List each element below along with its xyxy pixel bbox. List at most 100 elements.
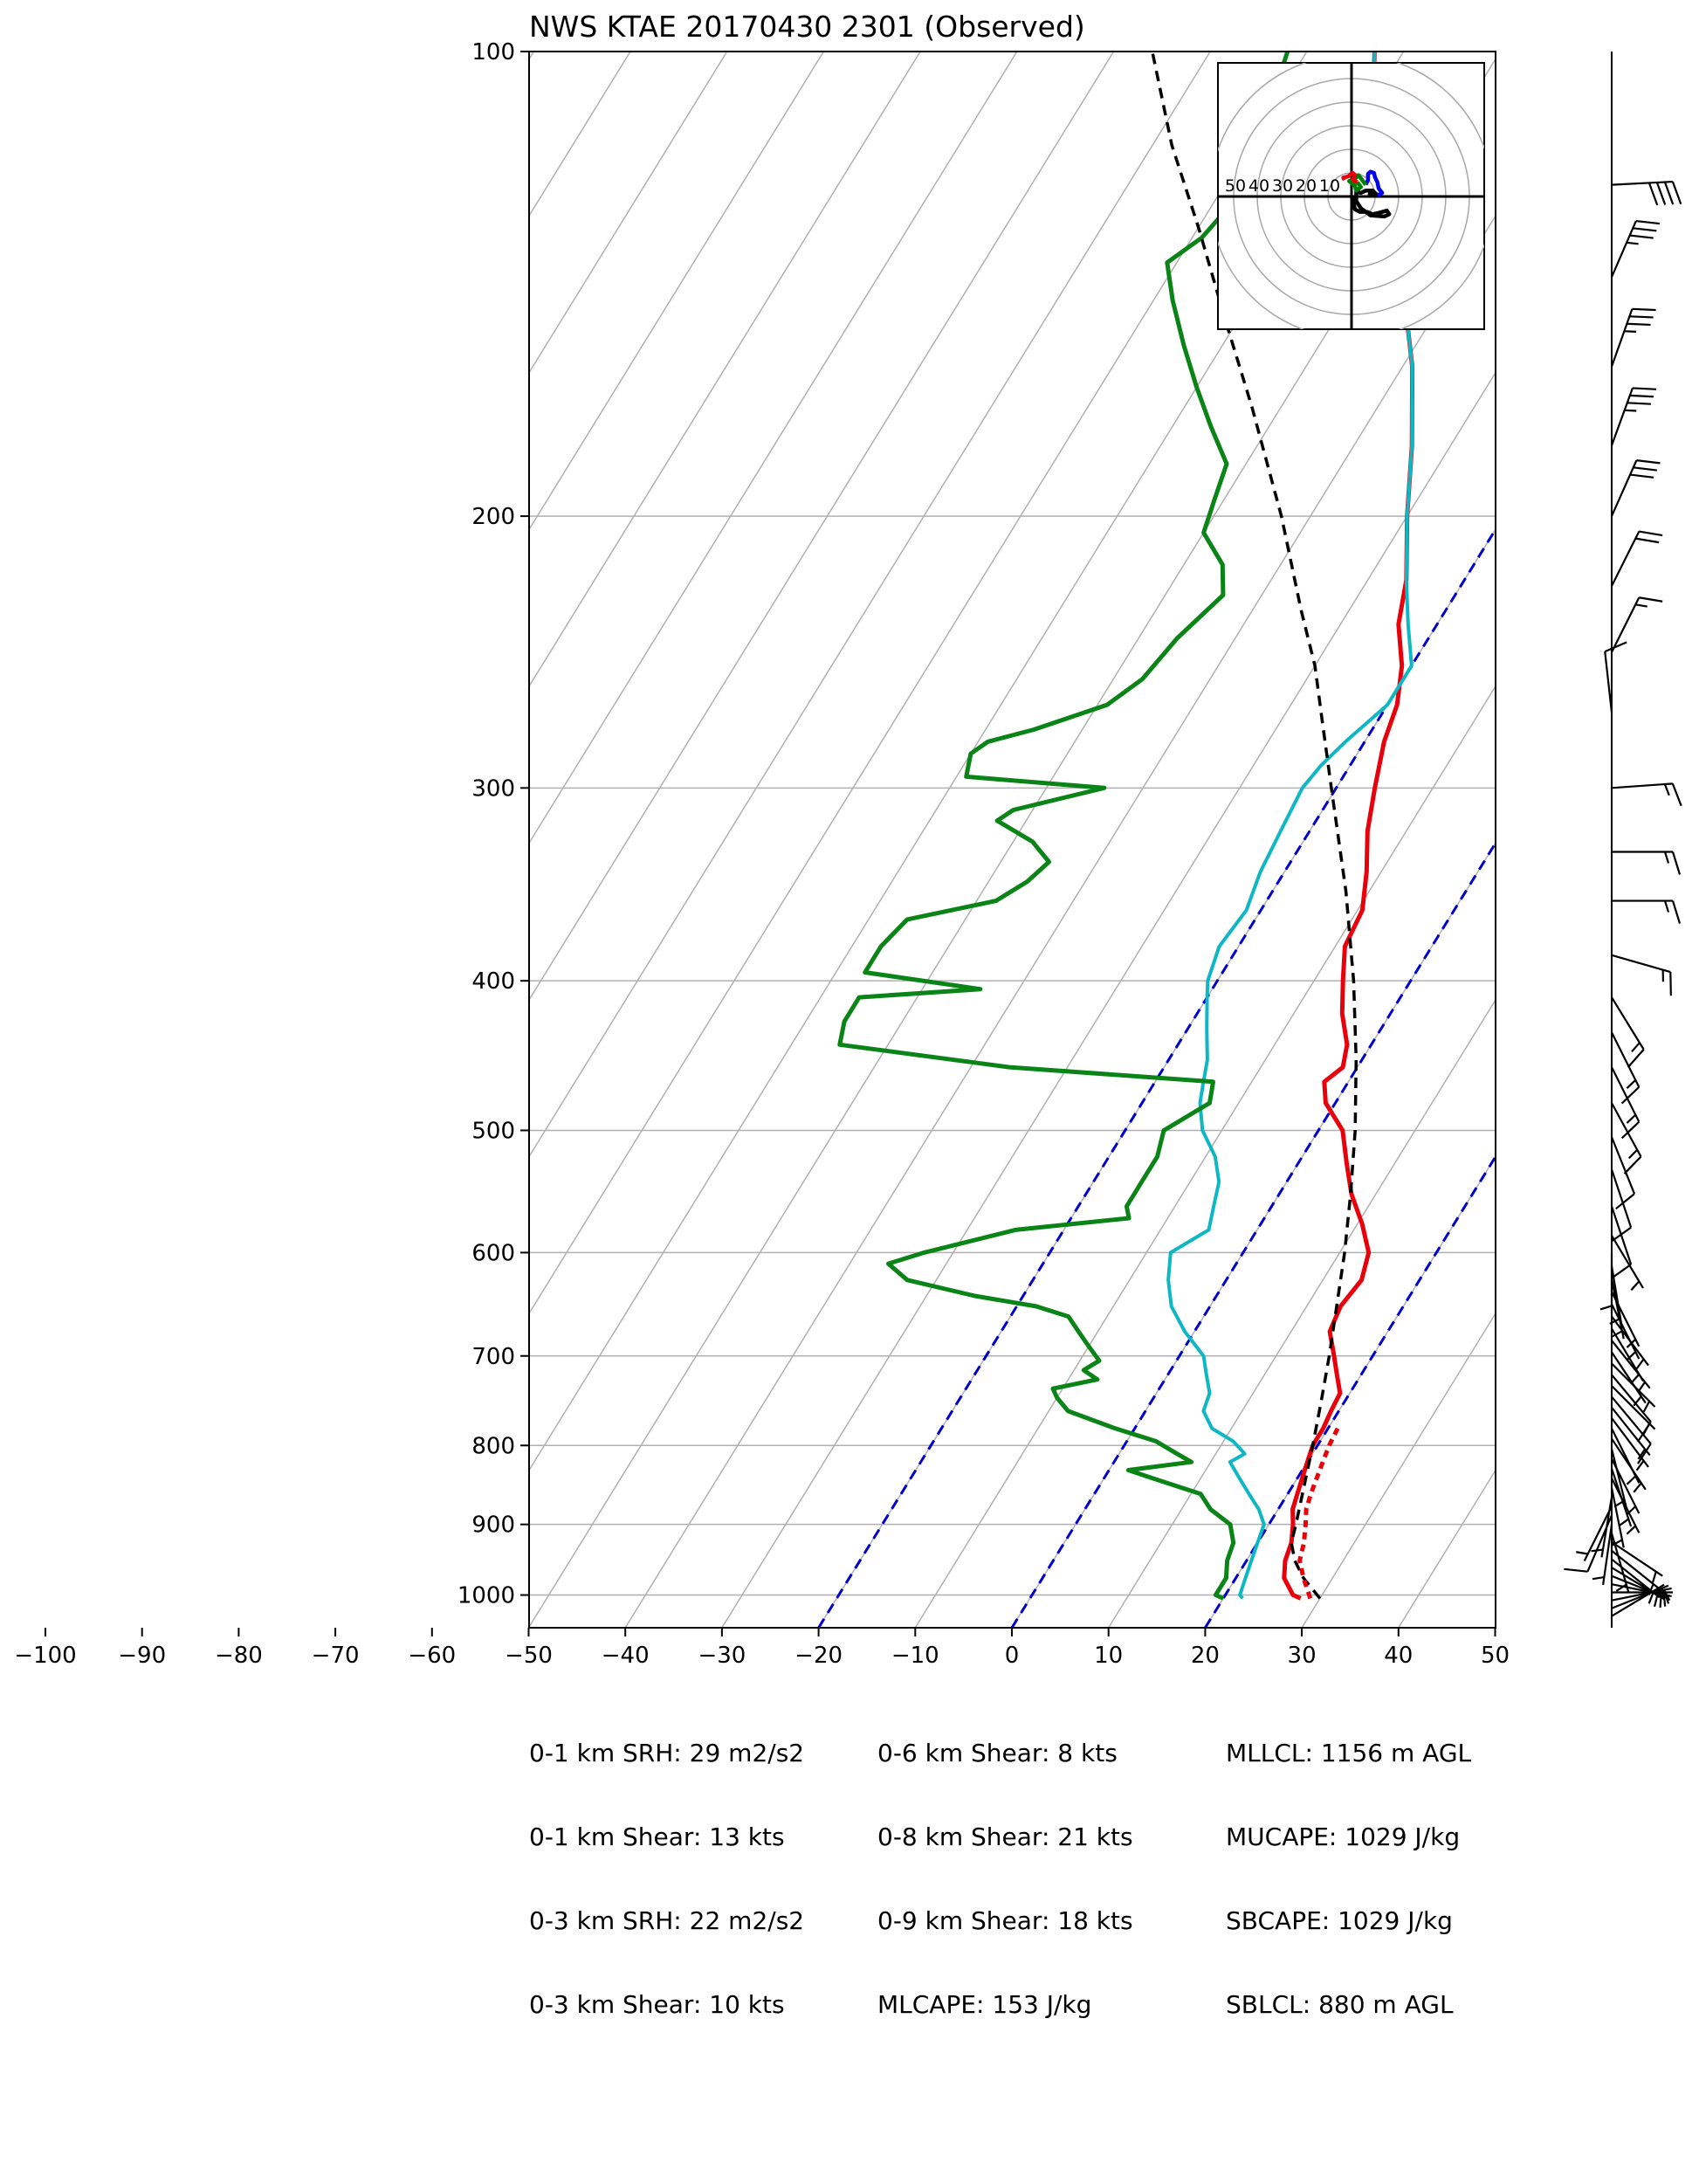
y-tick-label: 800 — [471, 1433, 515, 1459]
x-tick-label: 30 — [1288, 1643, 1317, 1669]
isotherm-gridline — [1011, 841, 1496, 1628]
isotherm-gridline — [1494, 1625, 1496, 1628]
x-tick-label: −90 — [118, 1643, 166, 1669]
dewpoint-ice-profile — [837, 52, 1290, 1601]
x-tick-label: −80 — [215, 1643, 263, 1669]
isotherm-gridline — [529, 52, 921, 688]
x-tick-label: 40 — [1384, 1643, 1413, 1669]
highlighted-isotherm — [817, 527, 1496, 1628]
wind-barb — [1611, 954, 1672, 996]
stat-line: 0-3 km SRH: 22 m2/s2 — [529, 1906, 805, 1935]
wind-barb — [1612, 899, 1682, 924]
x-tick-label: 50 — [1481, 1643, 1510, 1669]
isotherm-gridline — [1301, 1312, 1496, 1628]
stat-line: 0-1 km Shear: 13 kts — [529, 1822, 785, 1851]
stat-line: 0-9 km Shear: 18 kts — [877, 1906, 1133, 1935]
y-tick-label: 300 — [471, 775, 515, 802]
isotherm-gridline — [0, 52, 437, 1628]
wind-barb — [1611, 1374, 1652, 1443]
stat-line: 0-6 km Shear: 8 kts — [877, 1739, 1118, 1767]
wind-barb — [1610, 1487, 1625, 1548]
x-tick-label: −70 — [312, 1643, 360, 1669]
wind-barb — [1611, 596, 1663, 653]
wind-barb — [1611, 782, 1682, 807]
wind-barb — [1611, 1340, 1651, 1393]
isotherm-gridline — [529, 52, 1018, 844]
isotherm-gridline — [1592, 52, 1699, 1628]
wind-barb — [1611, 1327, 1644, 1384]
y-tick-label: 500 — [471, 1118, 515, 1144]
wind-barb — [1611, 1428, 1641, 1485]
wind-barb — [1610, 387, 1657, 446]
hodograph-ring-label: 20 — [1296, 176, 1317, 196]
hodograph-trace — [1341, 170, 1359, 184]
wind-barb — [1591, 1497, 1613, 1558]
wind-barb — [1611, 1407, 1651, 1460]
isotherm-gridline — [529, 52, 534, 60]
x-tick-label: −60 — [408, 1643, 456, 1669]
wind-barb — [1576, 1505, 1613, 1562]
wind-barb — [1611, 1066, 1641, 1140]
isotherm-gridline — [529, 52, 825, 531]
x-tick-label: 0 — [1005, 1643, 1020, 1669]
temperature-virtual-profile — [1297, 1427, 1340, 1600]
y-tick-label: 700 — [471, 1344, 515, 1370]
y-tick-label: 100 — [471, 39, 515, 65]
hodograph-trace — [1349, 189, 1392, 219]
x-tick-label: 20 — [1191, 1643, 1220, 1669]
wind-barb — [1610, 1168, 1633, 1243]
wind-barb — [1610, 1278, 1625, 1340]
hodograph-ring-label: 10 — [1319, 176, 1340, 196]
stats-col-1: 0-1 km SRH: 29 m2/s2 0-1 km Shear: 13 kt… — [529, 1684, 804, 2047]
stats-col-3: MLLCL: 1156 m AGL MUCAPE: 1029 J/kg SBCA… — [1226, 1684, 1471, 2047]
wind-barb — [1611, 530, 1663, 587]
stat-line: MLCAPE: 153 J/kg — [877, 1990, 1092, 2019]
wind-barb — [1611, 1031, 1641, 1105]
x-tick-label: −40 — [602, 1643, 650, 1669]
wind-barb — [1611, 1540, 1663, 1584]
isotherm-gridline — [529, 52, 631, 217]
isotherm-gridline — [1108, 998, 1496, 1628]
x-tick-label: −20 — [794, 1643, 843, 1669]
wind-barb — [1610, 1448, 1628, 1509]
wind-barb — [1610, 1136, 1636, 1210]
hodograph-trace — [1347, 173, 1368, 193]
y-tick-label: 900 — [471, 1512, 515, 1539]
stat-line: 0-3 km Shear: 10 kts — [529, 1990, 785, 2019]
wind-barb — [1610, 307, 1656, 368]
wind-barb — [1610, 219, 1660, 278]
wind-barb — [1611, 1235, 1644, 1292]
hodograph-trace — [1364, 169, 1385, 197]
stat-line: SBLCL: 880 m AGL — [1226, 1990, 1454, 2019]
isotherm-gridline — [914, 685, 1496, 1628]
isotherm-gridline — [721, 371, 1496, 1628]
stats-col-2: 0-6 km Shear: 8 kts 0-8 km Shear: 21 kts… — [877, 1684, 1133, 2047]
isotherm-gridline — [529, 52, 728, 375]
wind-barb — [1611, 1395, 1652, 1464]
wind-barb — [1610, 459, 1661, 517]
isotherm-gridline — [529, 52, 1211, 1158]
y-tick-label: 200 — [471, 504, 515, 530]
isotherm-gridline — [1204, 1155, 1496, 1628]
isotherm-gridline — [529, 52, 1115, 1002]
y-tick-label: 600 — [471, 1240, 515, 1266]
x-tick-label: −100 — [14, 1643, 76, 1669]
hodograph-ring-label: 50 — [1225, 176, 1246, 196]
x-tick-label: 10 — [1094, 1643, 1123, 1669]
y-tick-label: 400 — [471, 968, 515, 995]
wind-barb — [1611, 1549, 1661, 1595]
stat-line: 0-1 km SRH: 29 m2/s2 — [529, 1739, 805, 1767]
stat-line: MLLCL: 1156 m AGL — [1226, 1739, 1472, 1767]
wind-barb — [1611, 1102, 1642, 1175]
hodograph-ring-label: 40 — [1248, 176, 1269, 196]
y-tick-label: 1000 — [457, 1583, 515, 1609]
wind-barb — [1610, 1468, 1633, 1527]
wind-barb — [1611, 1417, 1649, 1471]
isotherm-gridline — [529, 52, 1308, 1315]
x-tick-label: −10 — [891, 1643, 939, 1669]
stat-line: 0-8 km Shear: 21 kts — [877, 1822, 1133, 1851]
wind-barb — [1612, 851, 1682, 875]
wind-barb — [1611, 1351, 1647, 1407]
wind-barb — [1611, 180, 1682, 206]
